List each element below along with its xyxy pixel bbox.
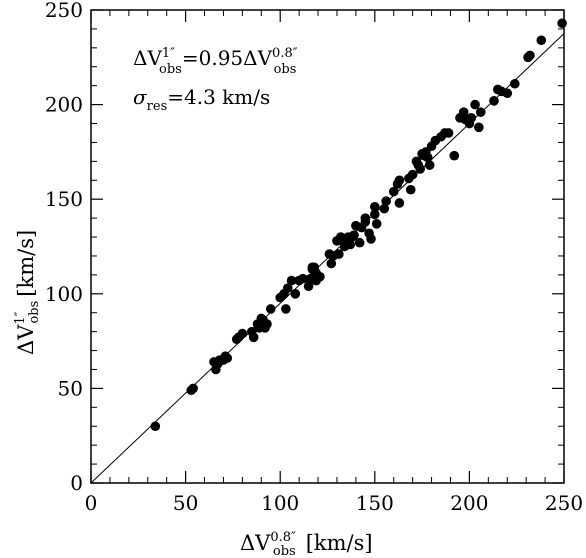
data-point [458,107,469,117]
data-point [303,281,314,292]
data-point [298,273,308,284]
data-point [536,35,547,46]
sigma-annotation: σres=4.3 km/s [133,85,270,114]
y-tick-labels: 0 50 100 150 200 250 [45,0,83,495]
sigma-value: =4.3 km/s [167,85,270,109]
data-point [286,275,297,286]
x-label-sup: 0.8″ [270,530,296,545]
relation-annotation: ΔV1″ obs=0.95ΔV0.8″ obs [133,46,298,77]
sigma-sub: res [147,99,168,114]
data-point [415,164,426,174]
x-label-unit: [km/s] [306,531,373,555]
data-point [150,421,161,432]
sigma-symbol: σ [133,85,148,109]
relation-lhs-sub: obs [159,62,182,77]
data-point [345,239,356,250]
x-axis-label: ΔV0.8″ obs [km/s] [240,530,373,558]
y-tick-label: 250 [45,0,83,22]
data-point [489,96,499,106]
data-point [475,107,486,117]
data-point [422,152,433,163]
y-label-unit: [km/s] [14,230,38,297]
relation-lhs-base: ΔV [133,46,162,70]
axis-ticks [90,9,565,484]
data-point [394,175,405,186]
data-point [557,18,567,29]
data-point [262,319,272,329]
y-label-sub: obs [27,301,42,324]
data-point [334,249,344,259]
x-tick-label: 250 [545,491,583,515]
data-point [188,383,198,394]
x-tick-label: 150 [356,491,394,515]
data-point [470,99,480,110]
data-point [290,289,301,299]
data-point [360,213,371,223]
data-point [366,234,376,244]
data-point [388,186,399,197]
data-point [379,203,390,214]
y-tick-label: 50 [58,376,83,400]
data-point [237,328,248,339]
x-label-base: ΔV [240,531,271,555]
data-point [370,201,380,212]
data-point [222,353,233,363]
y-tick-label: 200 [45,93,83,117]
data-point [349,230,359,240]
data-point [248,332,259,343]
data-point [443,128,454,138]
y-label-base: ΔV [14,324,38,355]
relation-operator: =0.95ΔV [182,46,273,70]
data-point [525,50,535,61]
data-point [315,271,325,282]
relation-rhs-sub: obs [274,62,297,77]
data-point [281,304,291,314]
y-tick-label: 0 [70,471,83,495]
data-point [282,283,293,293]
x-tick-labels: 0 50 100 150 200 250 [85,491,583,515]
data-point [466,113,477,123]
data-point [370,209,380,220]
x-tick-label: 200 [450,491,488,515]
data-point [405,184,416,195]
x-label-sub: obs [273,544,296,558]
y-axis-label: ΔV1″obs [km/s] [13,230,42,355]
data-point [474,122,484,133]
x-tick-label: 100 [261,491,299,515]
y-tick-label: 150 [45,187,83,211]
data-point [424,160,435,170]
y-label-sup: 1″ [13,311,28,324]
relation-lhs-sup: 1″ [162,46,175,61]
x-tick-label: 0 [85,491,98,515]
data-point [354,237,365,248]
data-point [326,258,337,269]
relation-rhs-sup: 0.8″ [272,46,298,61]
x-tick-label: 50 [173,491,198,515]
data-point [265,304,276,314]
data-point [394,198,405,208]
data-point [510,78,520,89]
data-point [449,150,460,161]
data-point [371,218,382,229]
data-points [150,18,567,432]
data-point [381,196,391,206]
data-point [502,88,513,99]
y-tick-label: 100 [45,282,83,306]
data-point [407,169,418,180]
plot-frame [90,9,565,484]
